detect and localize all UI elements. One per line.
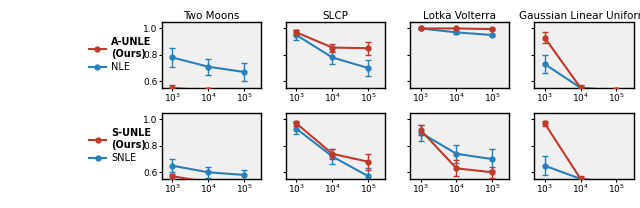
- Title: SLCP: SLCP: [323, 11, 349, 21]
- Title: Gaussian Linear Uniform: Gaussian Linear Uniform: [520, 11, 640, 21]
- Title: Lotka Volterra: Lotka Volterra: [423, 11, 496, 21]
- Title: Two Moons: Two Moons: [183, 11, 239, 21]
- Legend: A-UNLE
(Ours), NLE: A-UNLE (Ours), NLE: [89, 37, 152, 72]
- Legend: S-UNLE
(Ours), SNLE: S-UNLE (Ours), SNLE: [89, 128, 151, 163]
